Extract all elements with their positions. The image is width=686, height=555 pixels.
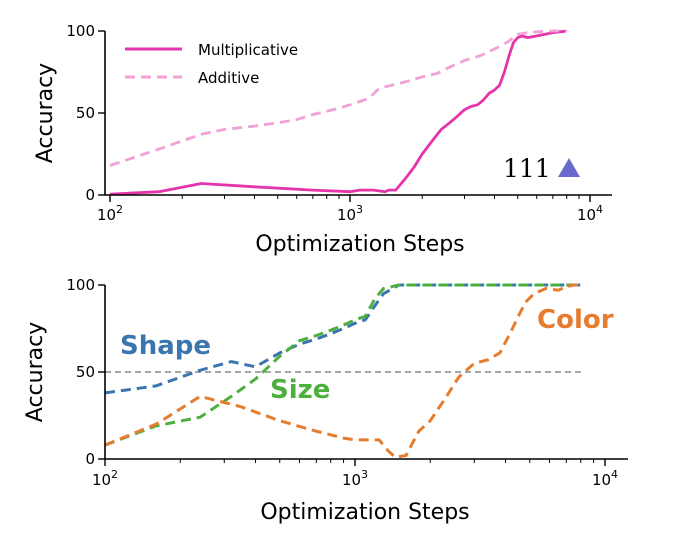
top-series-line-additive xyxy=(109,29,567,167)
top-annotation: 111 xyxy=(503,154,580,183)
bottom-x-ticks: 102 103 104 xyxy=(92,459,618,489)
bottom-y-tick-label: 0 xyxy=(85,450,95,468)
series-label-shape: Shape xyxy=(120,331,211,361)
bottom-y-axis-title: Accuracy xyxy=(23,322,48,422)
top-y-tick-label: 0 xyxy=(85,186,95,204)
top-legend: Multiplicative Additive xyxy=(125,41,298,87)
bottom-y-tick-label: 100 xyxy=(66,276,95,294)
bottom-y-ticks: 0 50 100 xyxy=(66,276,105,468)
bottom-series-line-size xyxy=(104,283,581,447)
series-label-size: Size xyxy=(270,375,330,405)
top-x-tick-label: 103 xyxy=(337,203,363,224)
top-x-tick-label: 104 xyxy=(577,203,603,224)
top-series-group xyxy=(109,29,567,196)
top-panel: 102 103 104 0 50 100 Optimization Steps Accu… xyxy=(33,22,612,257)
bottom-y-tick-label: 50 xyxy=(76,363,95,381)
legend-label-multiplicative: Multiplicative xyxy=(198,41,298,59)
top-y-axis-title: Accuracy xyxy=(33,63,58,163)
legend-label-additive: Additive xyxy=(198,69,259,87)
triangle-marker-icon xyxy=(558,158,580,177)
bottom-x-tick-label: 103 xyxy=(342,468,368,489)
bottom-x-tick-label: 104 xyxy=(592,468,618,489)
bottom-series-line-color xyxy=(104,283,581,459)
bottom-x-tick-label: 102 xyxy=(92,468,118,489)
top-x-tick-label: 102 xyxy=(97,203,123,224)
bottom-panel: 102 103 104 0 50 100 Optimization Steps Accu… xyxy=(23,276,628,525)
top-x-ticks: 102 103 104 xyxy=(97,195,603,224)
annotation-text: 111 xyxy=(503,154,551,183)
bottom-x-axis-title: Optimization Steps xyxy=(260,500,469,525)
top-y-tick-label: 50 xyxy=(76,104,95,122)
top-x-axis-title: Optimization Steps xyxy=(255,232,464,257)
top-series-line-multiplicative xyxy=(109,29,567,196)
top-y-ticks: 0 50 100 xyxy=(66,22,105,204)
bottom-series-group xyxy=(104,283,581,459)
top-y-tick-label: 100 xyxy=(66,22,95,40)
series-label-color: Color xyxy=(537,305,614,335)
